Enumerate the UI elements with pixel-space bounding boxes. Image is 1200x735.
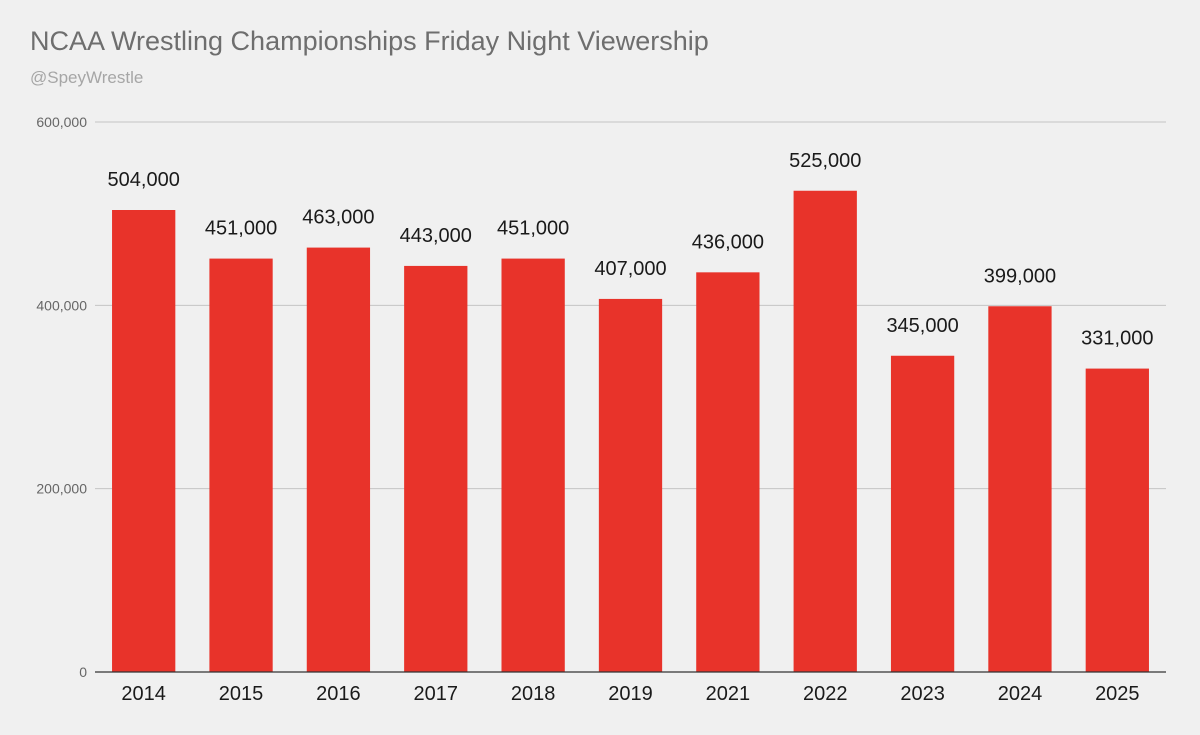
data-label: 345,000 <box>886 315 958 337</box>
y-tick-label: 400,000 <box>36 297 87 313</box>
data-label: 407,000 <box>594 258 666 280</box>
bar-2014 <box>112 210 176 672</box>
bar-2015 <box>209 258 273 672</box>
x-tick-label: 2024 <box>998 683 1043 705</box>
bar-2022 <box>793 190 857 672</box>
y-tick-label: 0 <box>79 664 87 680</box>
x-tick-label: 2018 <box>511 683 556 705</box>
data-label: 436,000 <box>692 231 764 253</box>
x-tick-label: 2023 <box>900 683 945 705</box>
bar-2024 <box>988 306 1052 672</box>
x-tick-label: 2014 <box>121 683 166 705</box>
bar-2023 <box>890 355 955 672</box>
chart-title: NCAA Wrestling Championships Friday Nigh… <box>30 26 709 56</box>
data-label: 399,000 <box>984 265 1056 287</box>
data-label: 451,000 <box>497 218 569 240</box>
data-label: 331,000 <box>1081 328 1153 350</box>
x-tick-label: 2016 <box>316 683 361 705</box>
x-tick-label: 2017 <box>414 683 459 705</box>
x-tick-label: 2025 <box>1095 683 1140 705</box>
bar-2019 <box>598 298 663 672</box>
bar-2016 <box>306 247 371 673</box>
bar-2021 <box>696 272 760 672</box>
data-label: 525,000 <box>789 150 861 172</box>
data-label: 504,000 <box>108 169 180 191</box>
bar-2018 <box>501 258 565 672</box>
data-label: 463,000 <box>302 207 374 229</box>
data-label: 443,000 <box>400 225 472 247</box>
y-tick-label: 600,000 <box>36 114 87 130</box>
x-tick-label: 2019 <box>608 683 653 705</box>
x-tick-label: 2021 <box>706 683 751 705</box>
bar-2025 <box>1085 368 1149 672</box>
x-tick-label: 2022 <box>803 683 848 705</box>
chart-subtitle: @SpeyWrestle <box>30 68 144 87</box>
data-label: 451,000 <box>205 218 277 240</box>
x-tick-label: 2015 <box>219 683 264 705</box>
y-tick-label: 200,000 <box>36 481 87 497</box>
labels: 0 200,000 400,000 600,000 504,000 2014 451,000… <box>36 114 1153 705</box>
bar-2017 <box>404 265 468 672</box>
bars <box>112 190 1149 673</box>
